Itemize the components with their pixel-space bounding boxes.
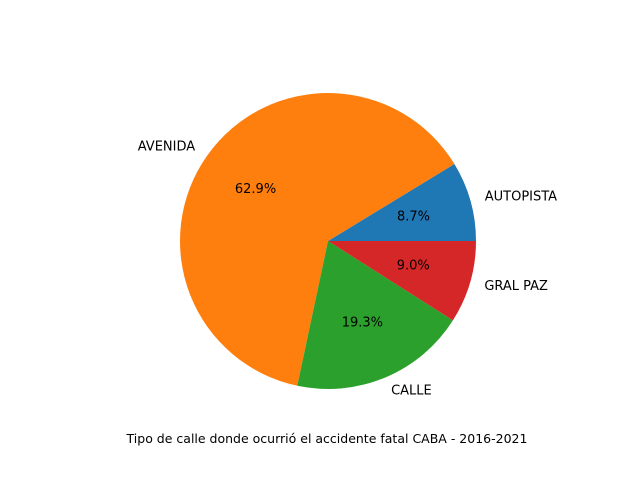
percentage-label-avenida: 62.9% [235,182,276,197]
pie-slice-autopista [328,163,476,241]
percentage-label-autopista: 8.7% [397,210,430,225]
pie-slice-calle [297,241,453,389]
percentage-label-gral-paz: 9.0% [397,258,430,273]
category-label-gral-paz: GRAL PAZ [484,279,548,294]
pie-slice-avenida [179,92,455,386]
category-label-autopista: AUTOPISTA [485,190,557,205]
category-labels: AUTOPISTA AVENIDA CALLE GRAL PAZ [138,139,557,398]
pie-slice-gral-paz [328,241,476,321]
percentage-label-calle: 19.3% [342,315,383,330]
category-label-calle: CALLE [391,384,432,399]
category-label-avenida: AVENIDA [138,139,196,154]
percentage-labels: 8.7% 62.9% 19.3% 9.0% [235,182,430,330]
pie-slices [179,92,476,389]
x-axis-label: Tipo de calle donde ocurrió el accidente… [126,431,528,446]
